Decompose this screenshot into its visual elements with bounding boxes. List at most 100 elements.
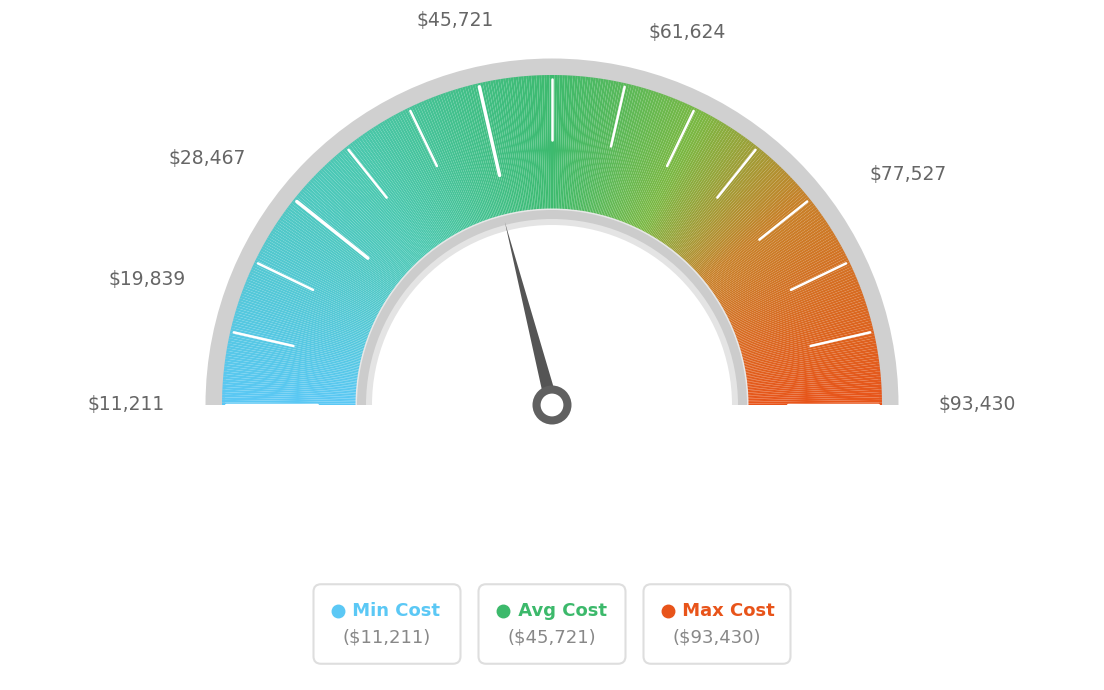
Wedge shape (707, 205, 816, 288)
Wedge shape (666, 137, 746, 247)
Wedge shape (416, 104, 474, 227)
Wedge shape (680, 156, 771, 259)
Wedge shape (745, 356, 879, 377)
Wedge shape (262, 246, 381, 313)
Wedge shape (521, 76, 535, 211)
Wedge shape (698, 185, 799, 276)
Wedge shape (744, 353, 879, 376)
FancyBboxPatch shape (478, 584, 626, 664)
Wedge shape (264, 241, 383, 310)
Wedge shape (743, 338, 875, 367)
Wedge shape (267, 237, 384, 307)
Wedge shape (571, 77, 585, 211)
Wedge shape (640, 111, 704, 232)
Wedge shape (225, 356, 359, 377)
Wedge shape (682, 159, 774, 261)
Wedge shape (668, 139, 750, 249)
Wedge shape (440, 94, 487, 221)
Wedge shape (747, 395, 882, 400)
Wedge shape (651, 121, 722, 238)
Wedge shape (238, 298, 368, 344)
Wedge shape (697, 183, 798, 275)
Wedge shape (222, 397, 357, 402)
Wedge shape (506, 78, 526, 212)
Wedge shape (687, 166, 782, 265)
Wedge shape (460, 88, 499, 218)
Wedge shape (550, 75, 552, 210)
Wedge shape (729, 267, 852, 325)
Wedge shape (225, 353, 360, 376)
Wedge shape (250, 272, 373, 328)
Wedge shape (354, 139, 436, 249)
Wedge shape (310, 179, 410, 273)
Wedge shape (291, 201, 399, 286)
Wedge shape (531, 75, 541, 210)
Wedge shape (433, 97, 484, 223)
Text: $28,467: $28,467 (169, 149, 246, 168)
Wedge shape (542, 75, 548, 210)
Wedge shape (593, 82, 624, 215)
Wedge shape (231, 326, 363, 359)
Wedge shape (276, 221, 390, 298)
Wedge shape (360, 135, 439, 246)
Wedge shape (736, 298, 866, 344)
Wedge shape (270, 230, 386, 303)
Wedge shape (225, 359, 359, 379)
Wedge shape (740, 318, 871, 355)
Wedge shape (700, 190, 805, 279)
Wedge shape (744, 346, 877, 371)
Wedge shape (747, 397, 882, 402)
Wedge shape (712, 215, 824, 294)
Wedge shape (428, 98, 480, 224)
Wedge shape (317, 172, 414, 268)
Wedge shape (746, 371, 881, 386)
Wedge shape (500, 79, 523, 213)
Wedge shape (737, 303, 867, 346)
Wedge shape (308, 181, 408, 274)
Wedge shape (740, 313, 870, 352)
Wedge shape (746, 389, 882, 397)
Wedge shape (404, 108, 466, 230)
Wedge shape (386, 119, 455, 237)
Wedge shape (678, 152, 766, 257)
Wedge shape (435, 95, 485, 223)
Wedge shape (275, 224, 389, 299)
Wedge shape (492, 80, 519, 213)
Wedge shape (279, 217, 392, 295)
Wedge shape (546, 75, 551, 210)
Wedge shape (744, 343, 877, 370)
Wedge shape (602, 86, 639, 217)
Wedge shape (288, 205, 397, 288)
Wedge shape (355, 138, 437, 248)
Wedge shape (336, 154, 425, 258)
Wedge shape (620, 97, 671, 223)
Text: Max Cost: Max Cost (677, 602, 775, 620)
Wedge shape (357, 210, 747, 405)
Wedge shape (269, 233, 385, 304)
Wedge shape (732, 279, 858, 332)
Wedge shape (373, 126, 447, 242)
Wedge shape (223, 379, 358, 391)
Wedge shape (364, 132, 443, 244)
Wedge shape (654, 124, 726, 239)
Wedge shape (457, 88, 498, 218)
Wedge shape (667, 138, 749, 248)
Wedge shape (234, 313, 364, 352)
Wedge shape (233, 318, 364, 355)
Wedge shape (229, 335, 361, 366)
Wedge shape (511, 77, 529, 212)
Wedge shape (259, 250, 380, 315)
Wedge shape (223, 382, 358, 393)
Wedge shape (561, 75, 570, 210)
Wedge shape (465, 86, 502, 217)
Wedge shape (227, 341, 361, 368)
Wedge shape (263, 244, 382, 311)
Wedge shape (544, 75, 549, 210)
Text: ($93,430): ($93,430) (672, 629, 762, 647)
Wedge shape (655, 125, 729, 240)
Wedge shape (352, 141, 435, 250)
Wedge shape (258, 253, 379, 317)
Wedge shape (601, 86, 637, 217)
Wedge shape (606, 88, 647, 218)
Wedge shape (744, 348, 878, 373)
